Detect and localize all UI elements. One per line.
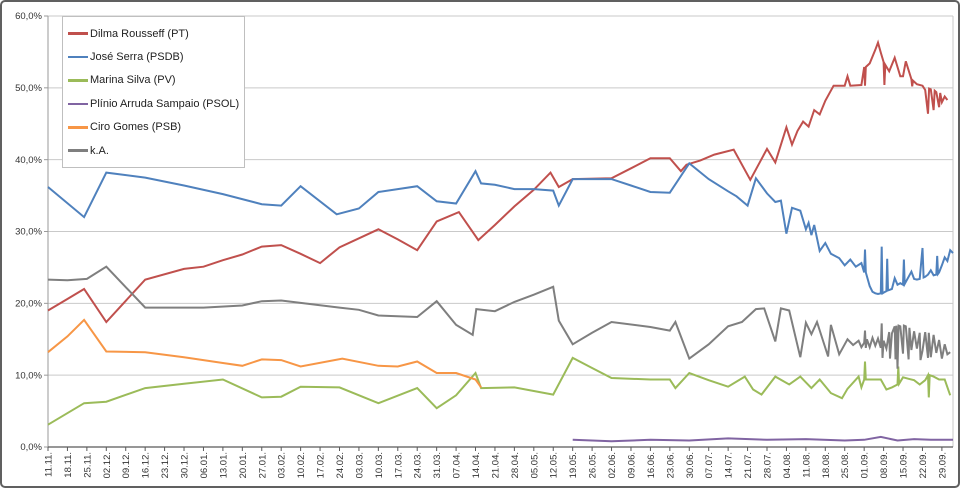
series-line-k-a — [47, 265, 951, 369]
x-axis-label: 10.02. — [296, 452, 307, 478]
legend-item-pl-nio-arruda-sampaio-psol: Plínio Arruda Sampaio (PSOL) — [68, 92, 244, 115]
x-axis-label: 02.12. — [102, 452, 113, 478]
x-axis-label: 23.06. — [665, 452, 676, 478]
axis-labels: 0,0% 10,0% 20,0% 30,0% 40,0% 50,0% 60,0% 11.11.… — [15, 11, 948, 478]
x-axis-label: 11.11. — [44, 452, 55, 477]
x-axis-label: 02.06. — [607, 452, 618, 478]
legend-item-dilma-rousseff-pt: Dilma Rousseff (PT) — [68, 22, 244, 45]
x-axis-label: 30.06. — [685, 452, 696, 478]
y-axis-label: 30,0% — [15, 227, 42, 238]
series-lines — [47, 39, 954, 443]
legend-line-swatch — [68, 55, 88, 59]
x-axis-label: 09.12. — [121, 452, 132, 478]
x-axis-label: 30.12. — [180, 452, 191, 478]
x-axis-label: 06.01. — [199, 452, 210, 478]
x-axis-label: 23.12. — [160, 452, 171, 478]
x-axis-label: 16.12. — [141, 452, 152, 478]
y-axis-label: 60,0% — [15, 11, 42, 22]
legend-label: José Serra (PSDB) — [90, 51, 184, 64]
legend-label: Marina Silva (PV) — [90, 74, 176, 87]
x-axis-label: 13.01. — [218, 452, 229, 478]
legend-line-swatch — [68, 32, 88, 35]
x-axis-label: 15.09. — [899, 452, 910, 478]
x-axis-label: 08.09. — [879, 452, 890, 478]
x-axis-label: 05.05. — [529, 452, 540, 478]
legend-label: Dilma Rousseff (PT) — [90, 27, 189, 40]
x-axis-label: 18.11. — [63, 452, 74, 478]
axes — [44, 15, 953, 451]
x-axis-label: 24.03. — [413, 452, 424, 478]
legend-item-ciro-gomes-psb: Ciro Gomes (PSB) — [68, 116, 244, 139]
x-axis-label: 27.01. — [257, 452, 268, 478]
y-axis-label: 50,0% — [15, 83, 42, 94]
x-axis-label: 11.08. — [801, 452, 812, 478]
series-line-dilma-rousseff-pt — [47, 39, 949, 324]
legend-item-marina-silva-pv: Marina Silva (PV) — [68, 69, 244, 92]
series-line-ciro-gomes-psb — [47, 318, 482, 388]
legend-line-swatch — [68, 149, 88, 152]
x-axis-label: 26.05. — [588, 452, 599, 478]
x-axis-label: 29.09. — [937, 452, 948, 478]
legend-label: Plínio Arruda Sampaio (PSOL) — [90, 97, 240, 110]
legend-item-jos-serra-psdb: José Serra (PSDB) — [68, 45, 244, 68]
x-axis-label: 21.07. — [743, 452, 754, 478]
x-axis-label: 24.02. — [335, 452, 346, 478]
x-axis-label: 07.07. — [704, 452, 715, 478]
x-axis-label: 17.03. — [393, 452, 404, 478]
x-axis-label: 10.03. — [374, 452, 385, 478]
x-axis-label: 22.09. — [918, 452, 929, 478]
legend-label: Ciro Gomes (PSB) — [90, 121, 182, 134]
x-axis-label: 01.09. — [860, 452, 871, 478]
x-axis-label: 25.11. — [82, 452, 93, 478]
y-axis-label: 10,0% — [15, 370, 42, 381]
x-axis-label: 28.04. — [510, 452, 521, 478]
y-axis-label: 40,0% — [15, 155, 42, 166]
series-line-jos-serra-psdb — [47, 161, 954, 296]
legend-item-k-a: k.A. — [68, 139, 244, 162]
x-axis-label: 28.07. — [763, 452, 774, 478]
x-axis-label: 19.05. — [568, 452, 579, 478]
x-axis-label: 03.02. — [277, 452, 288, 478]
x-axis-label: 20.01. — [238, 452, 249, 478]
legend-line-swatch — [68, 125, 88, 129]
series-line-marina-silva-pv — [47, 356, 952, 426]
x-axis-label: 09.06. — [626, 452, 637, 478]
x-axis-label: 21.04. — [490, 452, 501, 478]
x-axis-label: 14.07. — [724, 452, 735, 478]
legend-line-swatch — [68, 102, 88, 106]
x-axis-label: 03.03. — [354, 452, 365, 478]
x-axis-label: 31.03. — [432, 452, 443, 478]
x-axis-label: 25.08. — [840, 452, 851, 478]
legend-line-swatch — [68, 79, 88, 82]
x-axis-label: 12.05. — [549, 452, 560, 478]
x-axis-label: 17.02. — [316, 452, 327, 478]
x-axis-label: 18.08. — [821, 452, 832, 478]
series-line-pl-nio-arruda-sampaio-psol — [572, 435, 953, 443]
y-axis-label: 20,0% — [15, 299, 42, 310]
x-axis-label: 14.04. — [471, 452, 482, 478]
legend: Dilma Rousseff (PT) José Serra (PSDB) Mari… — [62, 16, 245, 169]
legend-label: k.A. — [90, 144, 109, 157]
y-axis-label: 0,0% — [20, 442, 42, 453]
x-axis-label: 07.04. — [452, 452, 463, 478]
x-axis-label: 04.08. — [782, 452, 793, 478]
x-axis-label: 16.06. — [646, 452, 657, 478]
